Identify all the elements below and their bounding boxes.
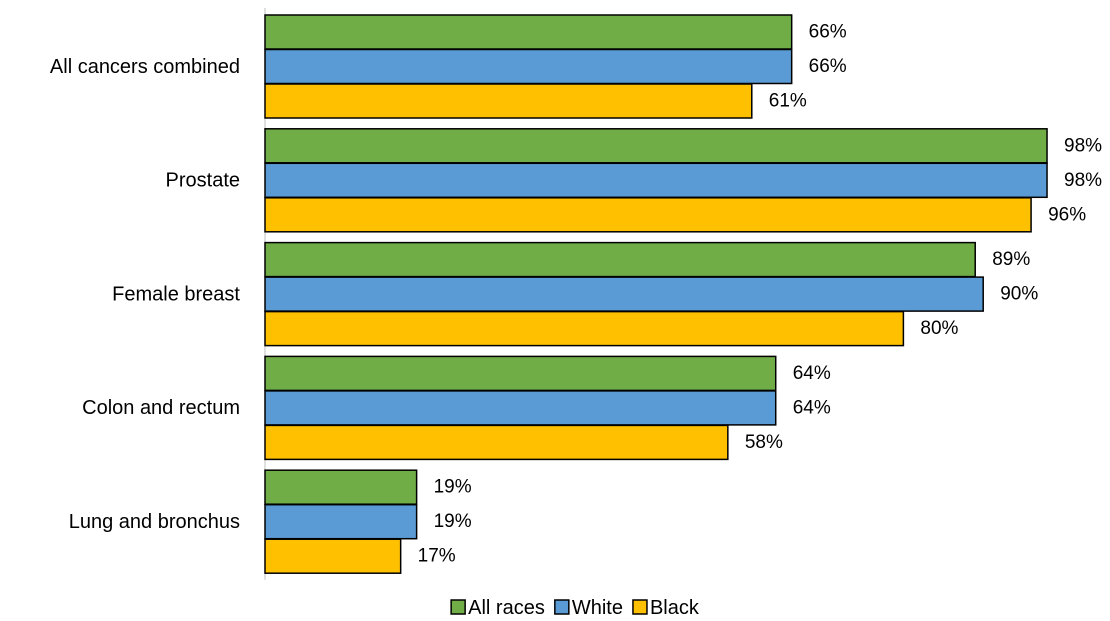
data-label-female-breast-all-races: 89% bbox=[992, 249, 1030, 270]
bar-prostate-all-races bbox=[264, 128, 1048, 164]
data-label-lung-and-bronchus-black: 17% bbox=[418, 546, 456, 567]
data-label-female-breast-black: 80% bbox=[920, 318, 958, 339]
bar-female-breast-white bbox=[264, 276, 984, 312]
legend-label-all-races: All races bbox=[468, 597, 545, 619]
bar-colon-and-rectum-white bbox=[264, 390, 777, 426]
category-label-lung-and-bronchus: Lung and bronchus bbox=[69, 511, 240, 533]
bar-all-cancers-combined-white bbox=[264, 48, 793, 85]
bar-lung-and-bronchus-all-races bbox=[264, 469, 418, 505]
bar-colon-and-rectum-all-races bbox=[264, 355, 777, 392]
data-label-colon-and-rectum-white: 64% bbox=[793, 397, 831, 418]
bar-lung-and-bronchus-black bbox=[264, 538, 402, 574]
bar-prostate-black bbox=[264, 197, 1032, 233]
data-label-colon-and-rectum-black: 58% bbox=[745, 432, 783, 453]
legend-item-white: White bbox=[554, 597, 623, 619]
bar-all-cancers-combined-black bbox=[264, 83, 753, 119]
data-label-prostate-all-races: 98% bbox=[1064, 135, 1102, 156]
data-label-all-cancers-combined-all-races: 66% bbox=[809, 22, 847, 43]
value-labels: 66%66%61%98%98%96%89%90%80%64%64%58%19%1… bbox=[418, 22, 1103, 567]
data-label-lung-and-bronchus-all-races: 19% bbox=[434, 477, 472, 498]
category-labels: All cancers combined Prostate Female breas… bbox=[50, 56, 241, 533]
category-label-all-cancers-combined: All cancers combined bbox=[50, 56, 240, 78]
data-label-colon-and-rectum-all-races: 64% bbox=[793, 363, 831, 384]
legend: All races White Black bbox=[450, 597, 700, 619]
bar-prostate-white bbox=[264, 162, 1048, 199]
category-label-colon-and-rectum: Colon and rectum bbox=[82, 397, 240, 419]
legend-swatch-all-races bbox=[450, 599, 466, 615]
legend-item-all-races: All races bbox=[450, 597, 545, 619]
category-label-female-breast: Female breast bbox=[112, 283, 240, 305]
legend-label-white: White bbox=[572, 597, 623, 619]
data-label-all-cancers-combined-black: 61% bbox=[769, 91, 807, 112]
legend-label-black: Black bbox=[650, 597, 700, 619]
legend-item-black: Black bbox=[632, 597, 700, 619]
legend-swatch-black bbox=[632, 599, 648, 615]
bars bbox=[264, 14, 1048, 574]
bar-female-breast-all-races bbox=[264, 241, 976, 278]
data-label-prostate-black: 96% bbox=[1048, 204, 1086, 225]
bar-colon-and-rectum-black bbox=[264, 424, 729, 461]
legend-swatch-white bbox=[554, 599, 570, 615]
category-label-prostate: Prostate bbox=[166, 170, 240, 192]
data-label-female-breast-white: 90% bbox=[1000, 284, 1038, 305]
data-label-all-cancers-combined-white: 66% bbox=[809, 56, 847, 77]
data-label-lung-and-bronchus-white: 19% bbox=[434, 511, 472, 532]
data-label-prostate-white: 98% bbox=[1064, 170, 1102, 191]
bar-female-breast-black bbox=[264, 310, 905, 347]
bar-all-cancers-combined-all-races bbox=[264, 14, 793, 50]
bar-lung-and-bronchus-white bbox=[264, 503, 418, 540]
